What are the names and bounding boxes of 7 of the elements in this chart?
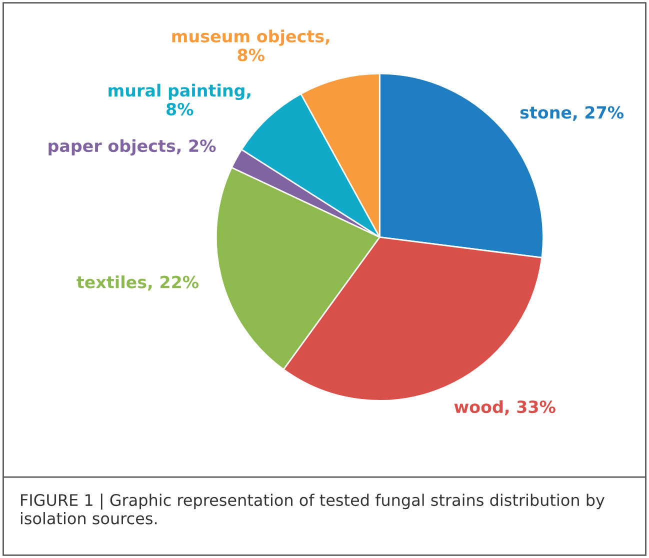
slice-label: museum objects, 8% — [172, 30, 330, 62]
slice-label: stone, 27% — [520, 106, 624, 121]
caption: FIGURE 1 | Graphic representation of tested fungal strains distribution by isolation sources. — [20, 494, 604, 524]
slice-label: wood, 33% — [454, 400, 556, 416]
slice-label: textiles, 22% — [76, 275, 199, 290]
slice-label: mural painting, 8% — [108, 84, 250, 116]
slice-label: paper objects, 2% — [48, 139, 216, 156]
